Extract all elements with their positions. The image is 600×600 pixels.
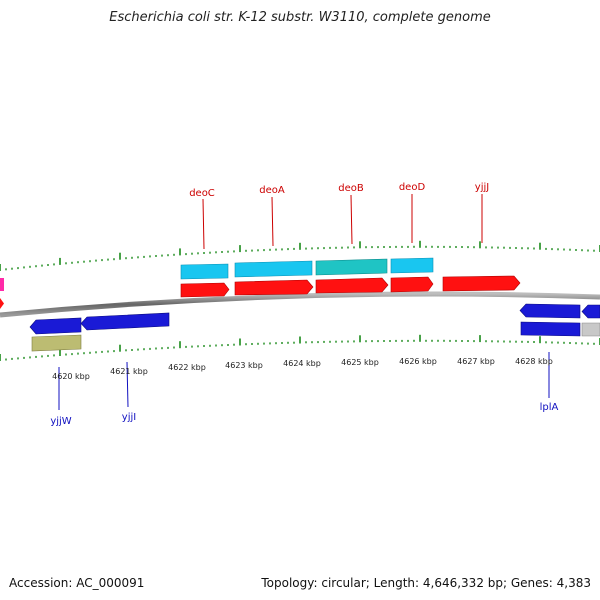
scale-label: 4620 kbp bbox=[52, 372, 90, 381]
accession-text: Accession: AC_000091 bbox=[9, 576, 145, 590]
label-leaders bbox=[58, 194, 550, 410]
map-title: Escherichia coli str. K-12 substr. W3110… bbox=[109, 10, 491, 25]
label-lplA[interactable]: lplA bbox=[540, 402, 559, 413]
gene-deoA[interactable] bbox=[234, 279, 314, 296]
label-deoB[interactable]: deoB bbox=[338, 183, 364, 194]
gene-right-partial[interactable] bbox=[581, 304, 600, 319]
leader-yjjI bbox=[126, 361, 129, 408]
label-yjjI[interactable]: yjjI bbox=[122, 412, 136, 423]
lower-tick-track bbox=[0, 334, 600, 361]
leader-deoC bbox=[202, 198, 205, 250]
cds-deoB[interactable] bbox=[315, 258, 388, 276]
genome-backbone bbox=[0, 291, 600, 318]
scale-label: 4625 kbp bbox=[341, 358, 379, 367]
gene-arrow[interactable] bbox=[0, 298, 4, 309]
gene-yjjW[interactable] bbox=[29, 317, 82, 335]
leader-deoA bbox=[271, 196, 274, 247]
gene-yjjI[interactable] bbox=[80, 312, 170, 331]
genome-summary-text: Topology: circular; Length: 4,646,332 bp… bbox=[261, 576, 591, 590]
gene-features[interactable] bbox=[0, 257, 600, 352]
gene-lplA[interactable] bbox=[519, 303, 581, 319]
magenta-feature[interactable] bbox=[0, 278, 4, 291]
label-yjjW[interactable]: yjjW bbox=[50, 416, 71, 427]
label-deoC[interactable]: deoC bbox=[189, 188, 215, 199]
upper-tick-track bbox=[0, 240, 600, 271]
gene-yjjJ[interactable] bbox=[442, 275, 521, 292]
scale-label: 4623 kbp bbox=[225, 361, 263, 370]
label-yjjJ[interactable]: yjjJ bbox=[475, 182, 489, 193]
cds-deoA[interactable] bbox=[234, 260, 313, 278]
cds-grey[interactable] bbox=[581, 322, 600, 337]
scale-labels: 4620 kbp 4621 kbp 4622 kbp 4623 kbp 4624… bbox=[52, 357, 553, 381]
cds-deoD[interactable] bbox=[390, 257, 434, 274]
cds-yjjW[interactable] bbox=[31, 334, 82, 352]
gene-deoD[interactable] bbox=[390, 276, 434, 293]
gene-labels-top: deoC deoA deoB deoD yjjJ bbox=[189, 182, 489, 199]
leader-deoB bbox=[350, 194, 353, 245]
scale-label: 4627 kbp bbox=[457, 357, 495, 366]
scale-label: 4621 kbp bbox=[110, 367, 148, 376]
cds-lplA[interactable] bbox=[520, 321, 581, 337]
scale-label: 4622 kbp bbox=[168, 363, 206, 372]
scale-label: 4624 kbp bbox=[283, 359, 321, 368]
scale-label: 4626 kbp bbox=[399, 357, 437, 366]
scale-label: 4628 kbp bbox=[515, 357, 553, 366]
gene-deoC[interactable] bbox=[180, 282, 230, 298]
label-deoD[interactable]: deoD bbox=[399, 182, 426, 193]
label-deoA[interactable]: deoA bbox=[259, 185, 285, 196]
gene-deoB[interactable] bbox=[315, 277, 389, 294]
gene-labels-bottom: yjjW yjjI lplA bbox=[50, 402, 558, 427]
cds-deoC[interactable] bbox=[180, 263, 229, 280]
